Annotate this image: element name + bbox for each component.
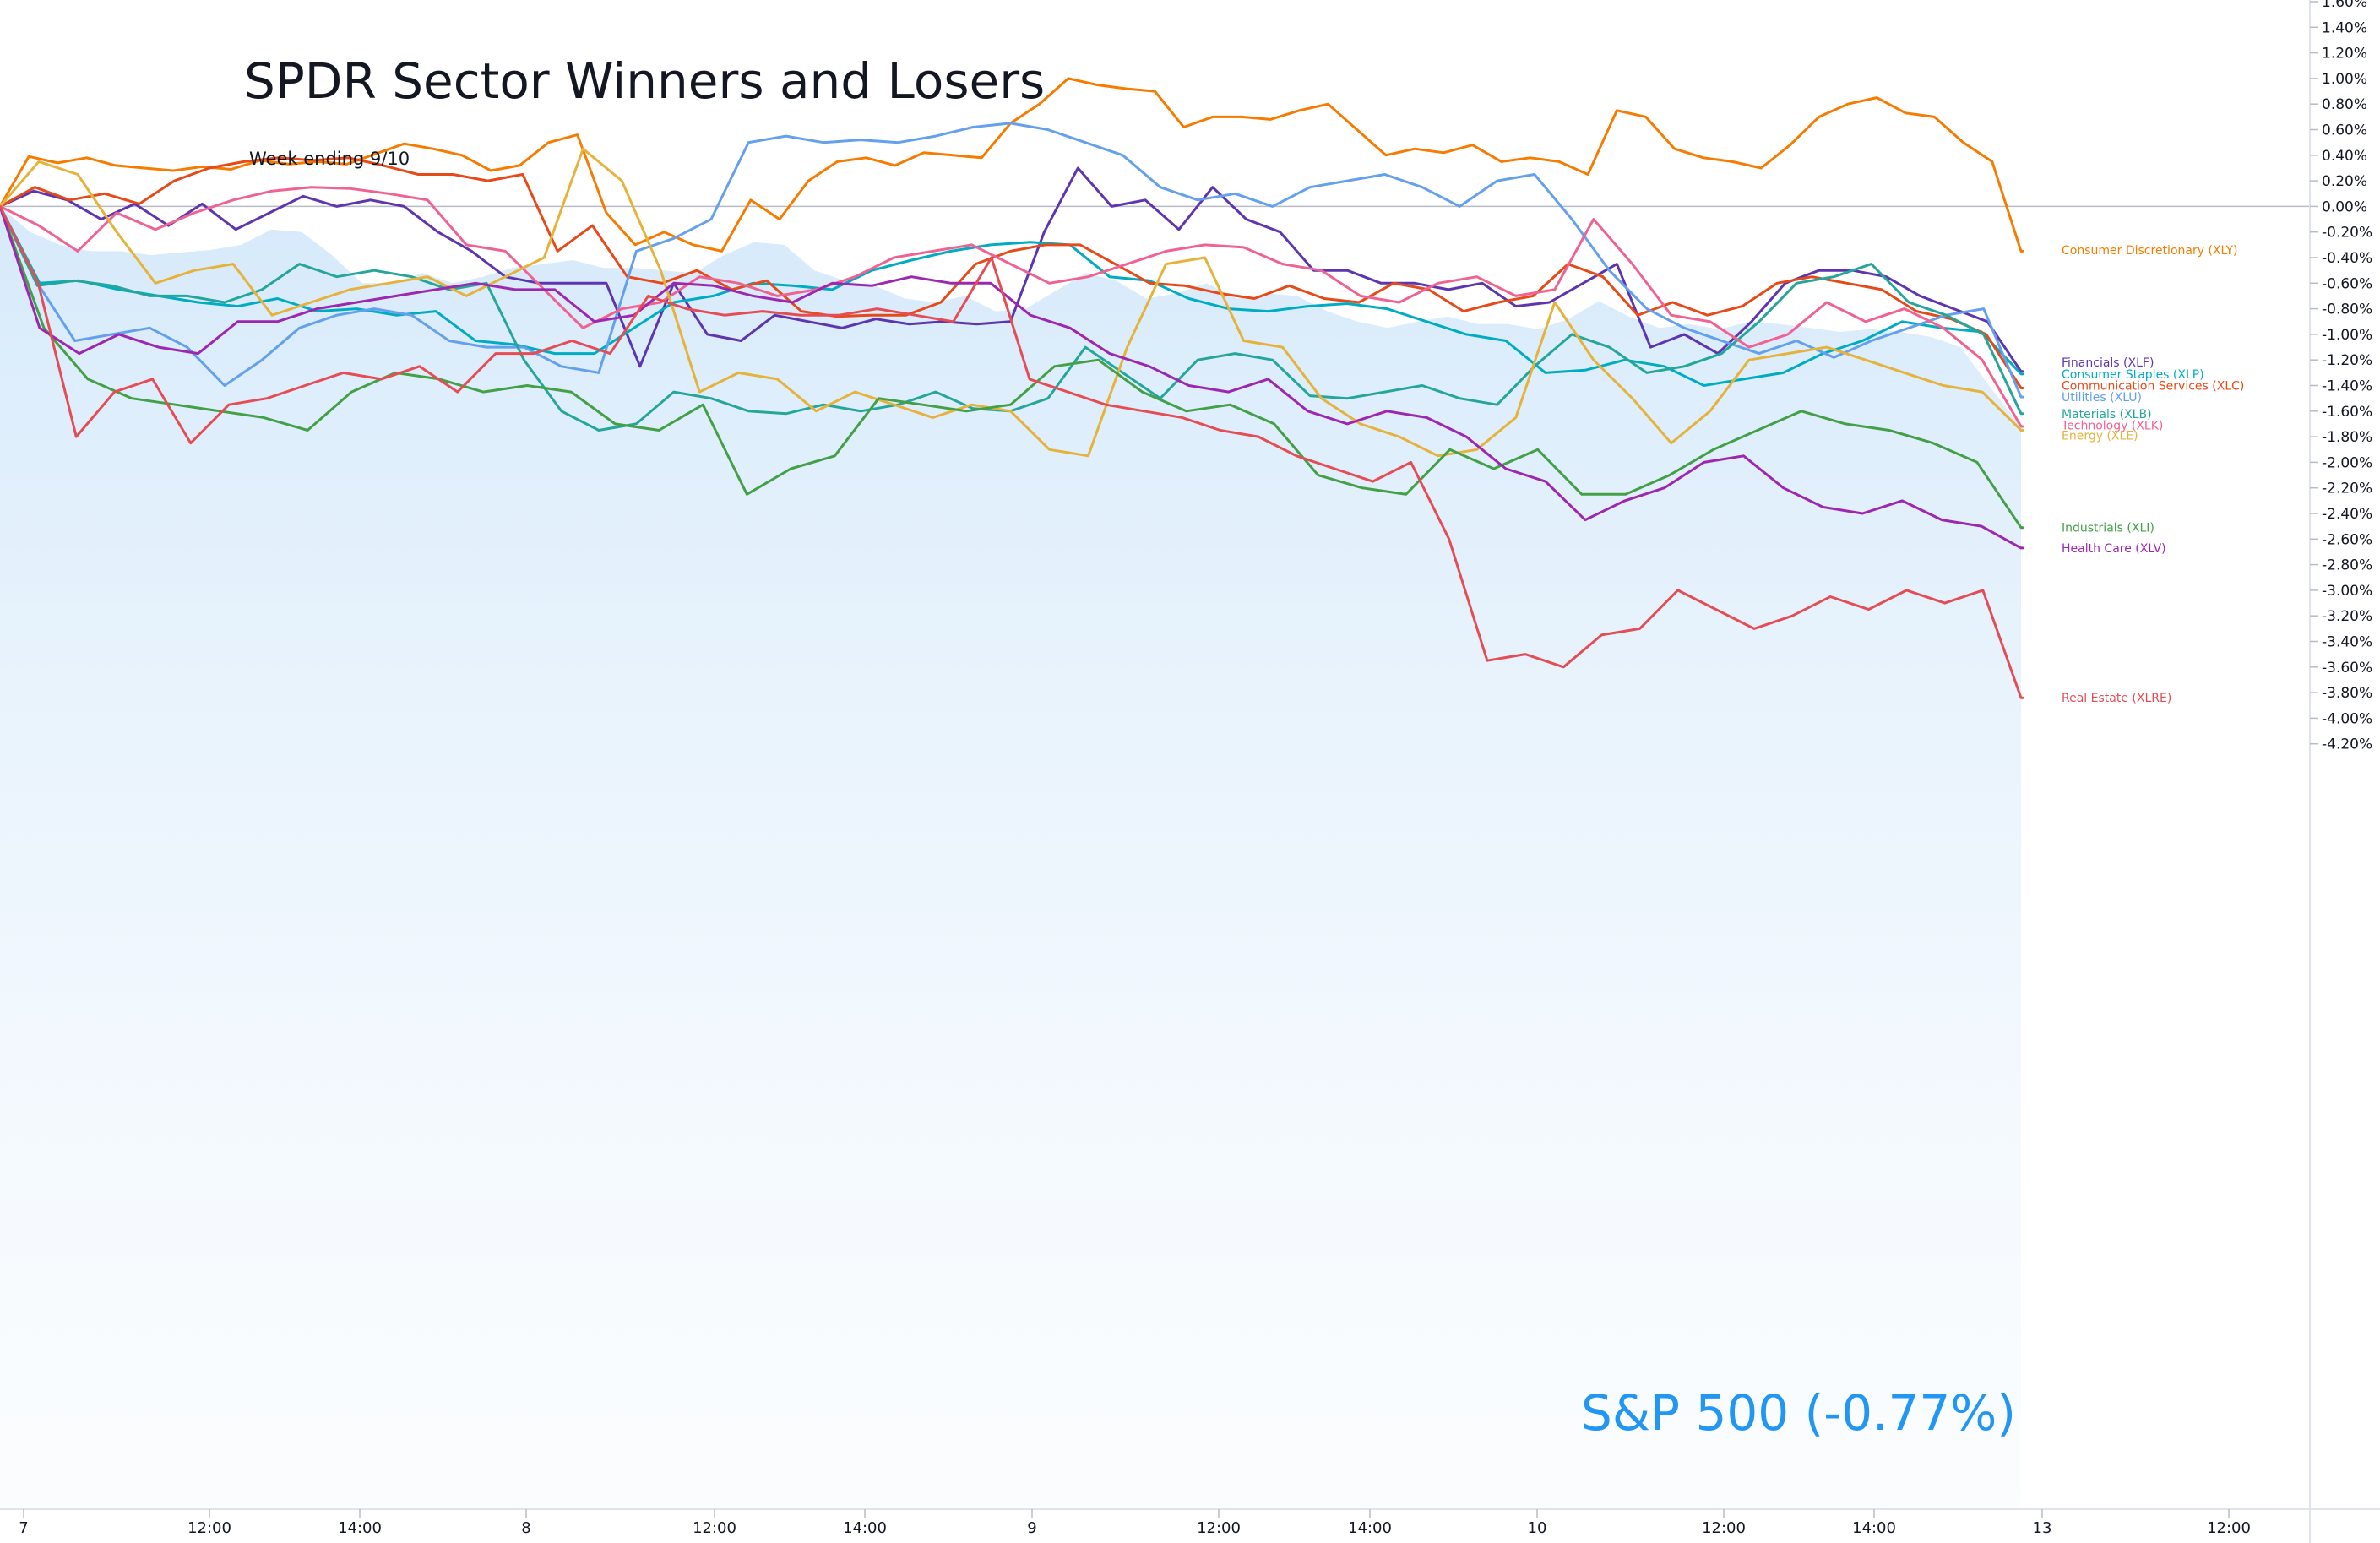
- chart-subtitle: Week ending 9/10: [249, 149, 410, 169]
- series-line-technology-xlk: [0, 186, 2024, 428]
- y-tick-label: 0.00%: [2322, 198, 2367, 215]
- y-tick-label: -2.40%: [2322, 506, 2372, 523]
- y-tick-label: 0.80%: [2322, 96, 2367, 113]
- y-tick-label: 1.40%: [2322, 19, 2367, 36]
- x-tick-label: 10: [1528, 1519, 1547, 1537]
- x-tick-label: 9: [1027, 1519, 1036, 1537]
- y-tick-label: -1.40%: [2322, 378, 2372, 395]
- y-tick-label: 0.20%: [2322, 173, 2367, 190]
- y-tick-label: -4.00%: [2322, 710, 2372, 727]
- series-label-materials-xlb: Materials (XLB): [2062, 408, 2152, 421]
- chart-title: SPDR Sector Winners and Losers: [244, 52, 1045, 110]
- y-tick-label: -4.20%: [2322, 736, 2372, 753]
- series-label-energy-xle: Energy (XLE): [2062, 430, 2138, 443]
- series-label-financials-xlf: Financials (XLF): [2062, 356, 2154, 370]
- y-tick-label: -0.60%: [2322, 275, 2372, 292]
- y-tick-label: -1.20%: [2322, 352, 2372, 369]
- series-label-consumer-discretionary-xly: Consumer Discretionary (XLY): [2062, 244, 2237, 258]
- sp500-annotation: S&P 500 (-0.77%): [1581, 1384, 2016, 1442]
- series-line-consumer-staples-xlp: [0, 204, 2024, 387]
- x-tick-label: 12:00: [1702, 1519, 1746, 1537]
- series-label-health-care-xlv: Health Care (XLV): [2062, 542, 2166, 556]
- x-tick-label: 12:00: [1197, 1519, 1241, 1537]
- y-tick-label: -1.00%: [2322, 327, 2372, 344]
- series-label-communication-services-xlc: Communication Services (XLC): [2062, 380, 2244, 394]
- x-tick-label: 7: [19, 1519, 28, 1537]
- series-line-materials-xlb: [0, 204, 2024, 432]
- series-line-financials-xlf: [0, 166, 2024, 373]
- sp500-area: [0, 206, 2021, 1508]
- y-tick-label: 1.60%: [2322, 0, 2367, 11]
- y-tick-label: 1.00%: [2322, 71, 2367, 88]
- series-label-industrials-xli: Industrials (XLI): [2062, 522, 2154, 535]
- y-tick-label: -3.40%: [2322, 634, 2372, 651]
- y-tick-label: -0.80%: [2322, 302, 2372, 318]
- x-tick-label: 14:00: [843, 1519, 887, 1537]
- y-tick-label: -2.60%: [2322, 531, 2372, 548]
- series-line-health-care-xlv: [0, 204, 2024, 550]
- y-tick-label: -3.00%: [2322, 583, 2372, 600]
- y-tick-label: -3.60%: [2322, 660, 2372, 676]
- y-tick-label: -1.60%: [2322, 404, 2372, 421]
- y-tick-label: -3.20%: [2322, 608, 2372, 625]
- y-tick-label: -3.80%: [2322, 685, 2372, 702]
- y-tick-label: -0.20%: [2322, 225, 2372, 242]
- series-label-real-estate-xlre: Real Estate (XLRE): [2062, 692, 2171, 705]
- y-tick-label: -2.00%: [2322, 454, 2372, 471]
- y-tick-label: -0.40%: [2322, 250, 2372, 267]
- series-label-utilities-xlu: Utilities (XLU): [2062, 391, 2142, 405]
- x-tick-label: 12:00: [187, 1519, 231, 1537]
- series-label-technology-xlk: Technology (XLK): [2061, 419, 2163, 432]
- y-tick-label: 0.40%: [2322, 148, 2367, 165]
- series-line-real-estate-xlre: [0, 204, 2024, 699]
- x-tick-label: 12:00: [693, 1519, 736, 1537]
- x-tick-label: 13: [2033, 1519, 2052, 1537]
- series-label-consumer-staples-xlp: Consumer Staples (XLP): [2062, 368, 2204, 382]
- series-line-consumer-discretionary-xly: [0, 77, 2024, 253]
- series-line-energy-xle: [0, 147, 2024, 458]
- y-tick-label: 1.20%: [2322, 46, 2367, 62]
- x-tick-label: 14:00: [1348, 1519, 1392, 1537]
- series-line-utilities-xlu: [0, 122, 2024, 399]
- x-tick-label: 14:00: [1852, 1519, 1896, 1537]
- y-tick-label: -2.20%: [2322, 481, 2372, 497]
- x-tick-label: 12:00: [2207, 1519, 2251, 1537]
- series-line-industrials-xli: [0, 204, 2024, 530]
- x-tick-label: 14:00: [338, 1519, 382, 1537]
- x-tick-label: 8: [521, 1519, 530, 1537]
- y-tick-label: -2.80%: [2322, 557, 2372, 574]
- y-tick-label: 0.60%: [2322, 122, 2367, 139]
- y-tick-label: -1.80%: [2322, 429, 2372, 446]
- series-line-communication-services-xlc: [0, 156, 2024, 389]
